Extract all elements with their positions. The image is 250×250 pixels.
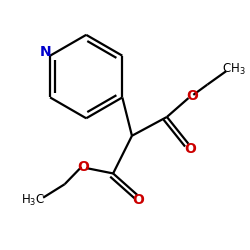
Text: N: N [40,46,52,60]
Text: O: O [184,142,196,156]
Text: O: O [133,193,144,207]
Text: H$_3$C: H$_3$C [21,193,45,208]
Text: CH$_3$: CH$_3$ [222,62,246,76]
Text: O: O [77,160,89,174]
Text: O: O [186,89,198,103]
